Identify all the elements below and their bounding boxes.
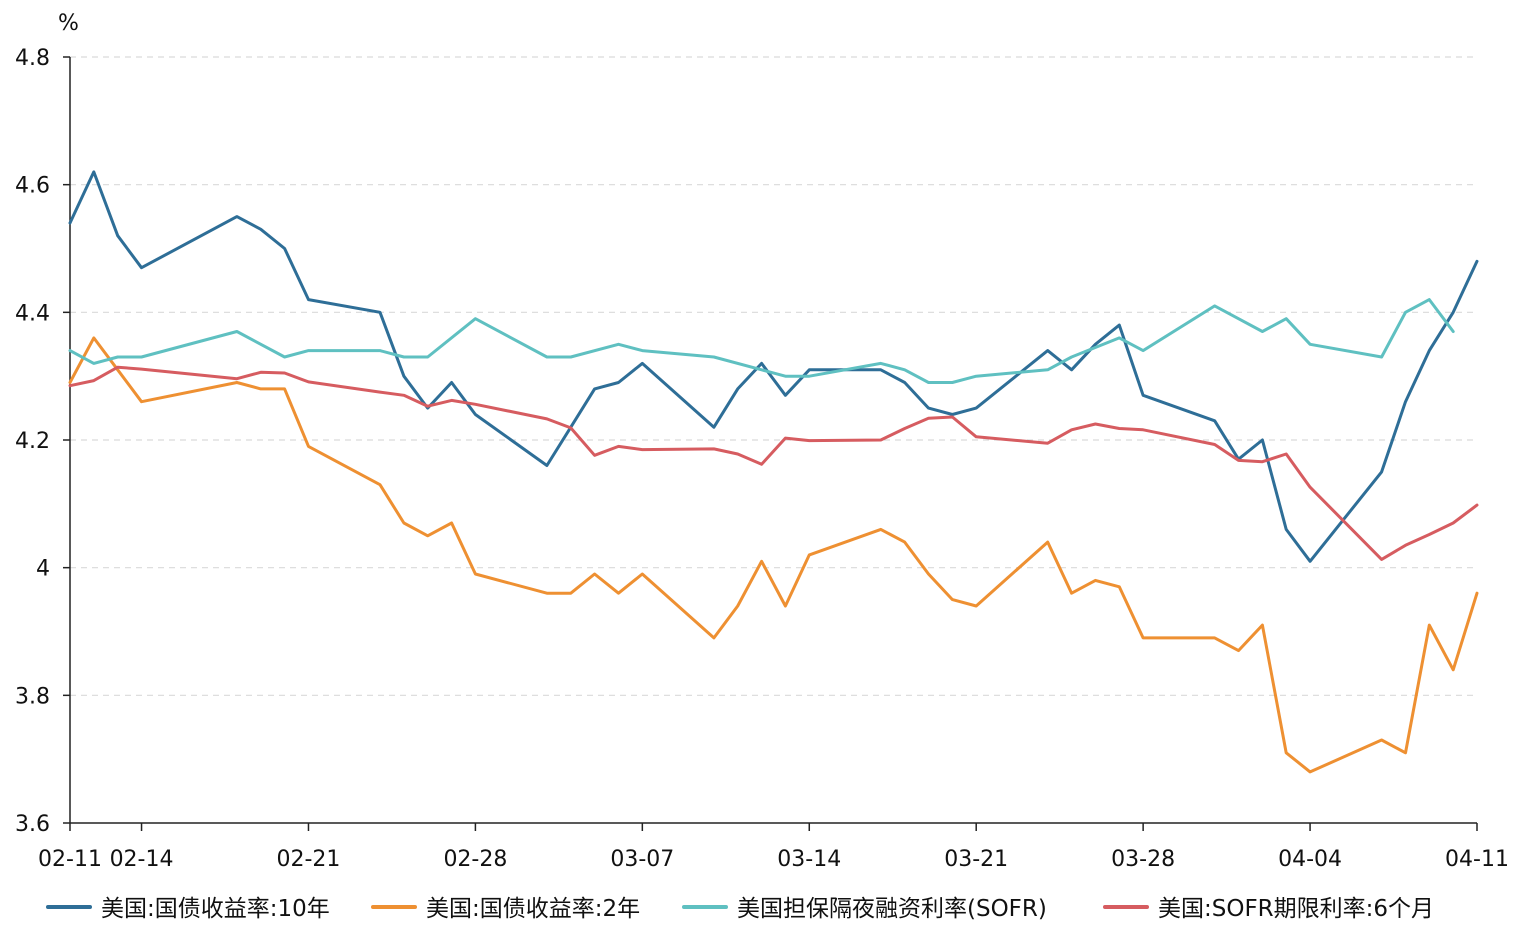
x-tick-label: 02-28 [443,847,507,872]
x-axis-ticks: 02-11 02-14 02-21 02-28 03-07 03-14 03-21 03-28… [38,823,1509,872]
x-tick-label: 02-11 [38,847,102,872]
x-tick-label: 03-07 [610,847,674,872]
y-tick-label: 4.4 [15,301,50,326]
legend-label: 美国:SOFR期限利率:6个月 [1158,896,1434,922]
x-tick-label: 02-21 [277,847,341,872]
x-tick-label: 04-11 [1445,847,1509,872]
series-line-3 [68,298,1455,384]
series-line-2 [68,336,1479,774]
y-tick-label: 4.8 [15,46,50,71]
legend-label: 美国:国债收益率:10年 [101,896,330,922]
x-tick-label: 03-28 [1111,847,1175,872]
series-line-4 [68,365,1479,561]
y-tick-label: 3.8 [15,684,50,709]
y-tick-label: 4.6 [15,174,50,199]
grid-lines [70,56,1477,696]
x-tick-label: 03-21 [944,847,1008,872]
legend-label: 美国:国债收益率:2年 [426,896,640,922]
legend-label: 美国担保隔夜融资利率(SOFR) [737,896,1047,922]
series-line-1 [68,170,1479,563]
y-tick-label: 3.6 [15,812,50,837]
x-tick-label: 03-14 [777,847,841,872]
series-lines [68,170,1479,774]
y-axis-ticks: 3.6 3.8 4 4.2 4.4 4.6 4.8 [15,46,70,837]
x-tick-label: 04-04 [1278,847,1342,872]
y-tick-label: 4 [36,557,50,582]
legend: 美国:国债收益率:10年 美国:国债收益率:2年 美国担保隔夜融资利率(SOFR) 美… [46,896,1434,922]
y-tick-label: 4.2 [15,429,50,454]
x-tick-label: 02-14 [110,847,174,872]
y-axis-unit: % [58,11,79,36]
